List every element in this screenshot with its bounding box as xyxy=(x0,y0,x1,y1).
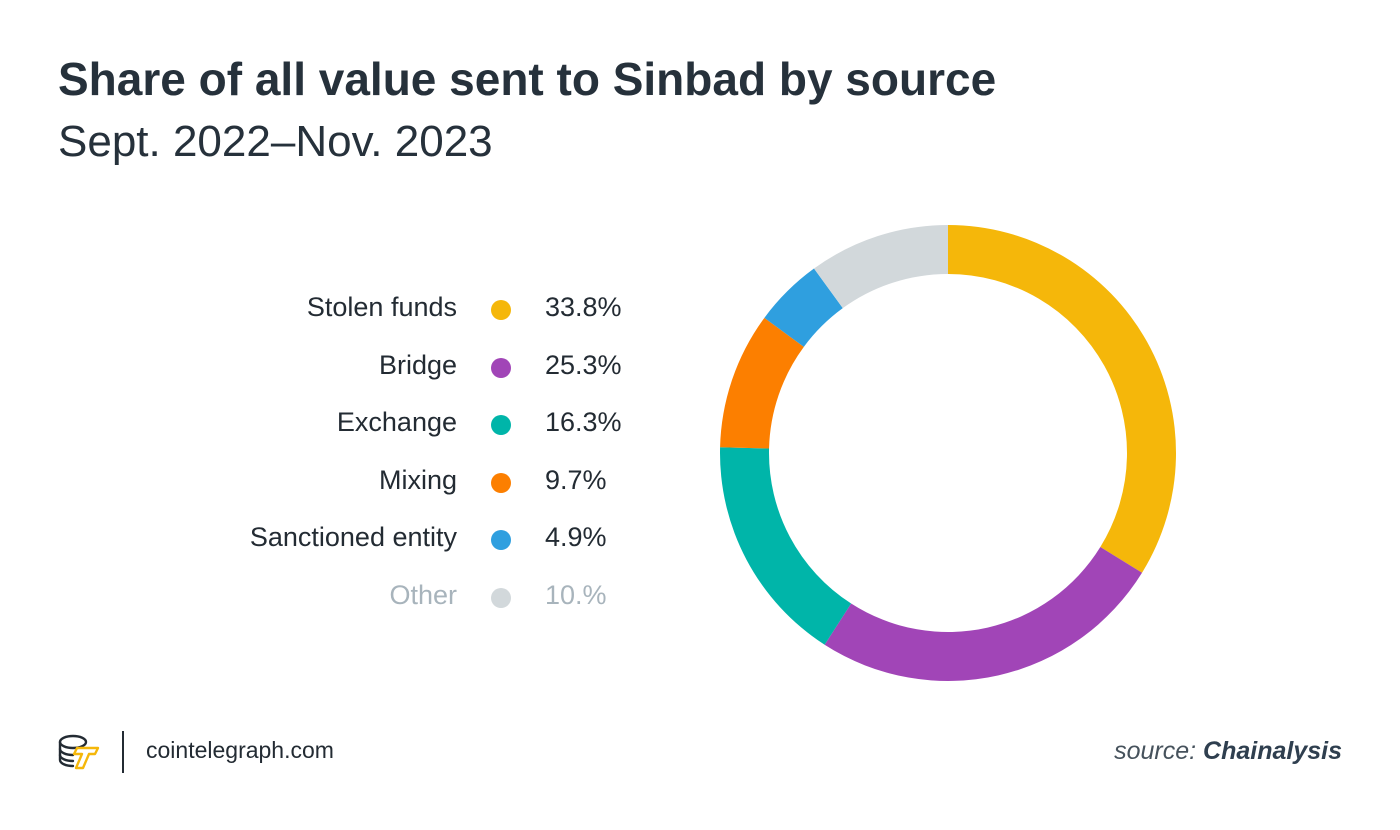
legend-item-sanctioned-entity: Sanctioned entity 4.9% xyxy=(180,510,650,568)
footer-source: source: Chainalysis xyxy=(1114,737,1342,766)
legend-item-stolen-funds: Stolen funds 33.8% xyxy=(180,280,650,338)
donut-slice-other xyxy=(813,225,948,309)
legend-item-bridge: Bridge 25.3% xyxy=(180,338,650,396)
legend-label: Sanctioned entity xyxy=(249,522,457,553)
source-name: Chainalysis xyxy=(1203,737,1342,765)
legend-swatch xyxy=(491,587,511,608)
legend: Stolen funds 33.8% Bridge 25.3% Exchange… xyxy=(180,280,650,626)
footer-site-link[interactable]: cointelegraph.com xyxy=(146,737,334,763)
legend-swatch xyxy=(491,357,511,378)
source-prefix: source: xyxy=(1114,737,1204,765)
legend-value: 10.% xyxy=(545,579,607,610)
donut-slice-exchange xyxy=(720,447,852,645)
legend-item-mixing: Mixing 9.7% xyxy=(180,453,650,511)
legend-swatch xyxy=(491,300,511,320)
chart-title: Share of all value sent to Sinbad by sou… xyxy=(58,53,997,105)
chart-subtitle: Sept. 2022–Nov. 2023 xyxy=(58,117,493,166)
donut-slice-bridge xyxy=(824,547,1143,681)
legend-label: Stolen funds xyxy=(306,292,457,322)
donut-slice-sanctioned-entity xyxy=(764,268,843,347)
legend-value: 9.7% xyxy=(545,464,607,495)
legend-label: Mixing xyxy=(378,464,457,495)
footer-divider xyxy=(122,731,124,773)
legend-item-other: Other 10.% xyxy=(180,568,650,626)
donut-slice-stolen-funds xyxy=(948,225,1176,573)
legend-value: 4.9% xyxy=(545,522,607,553)
cointelegraph-logo-icon xyxy=(56,730,102,774)
legend-swatch xyxy=(491,472,511,493)
legend-label: Other xyxy=(389,579,457,610)
legend-swatch xyxy=(491,415,511,436)
legend-value: 16.3% xyxy=(545,407,622,438)
legend-label: Bridge xyxy=(378,349,457,380)
legend-value: 33.8% xyxy=(545,292,622,322)
donut-chart xyxy=(720,225,1176,681)
legend-label: Exchange xyxy=(336,407,457,438)
legend-swatch xyxy=(491,530,511,551)
legend-item-exchange: Exchange 16.3% xyxy=(180,395,650,453)
donut-slice-mixing xyxy=(720,317,804,449)
legend-value: 25.3% xyxy=(545,349,622,380)
